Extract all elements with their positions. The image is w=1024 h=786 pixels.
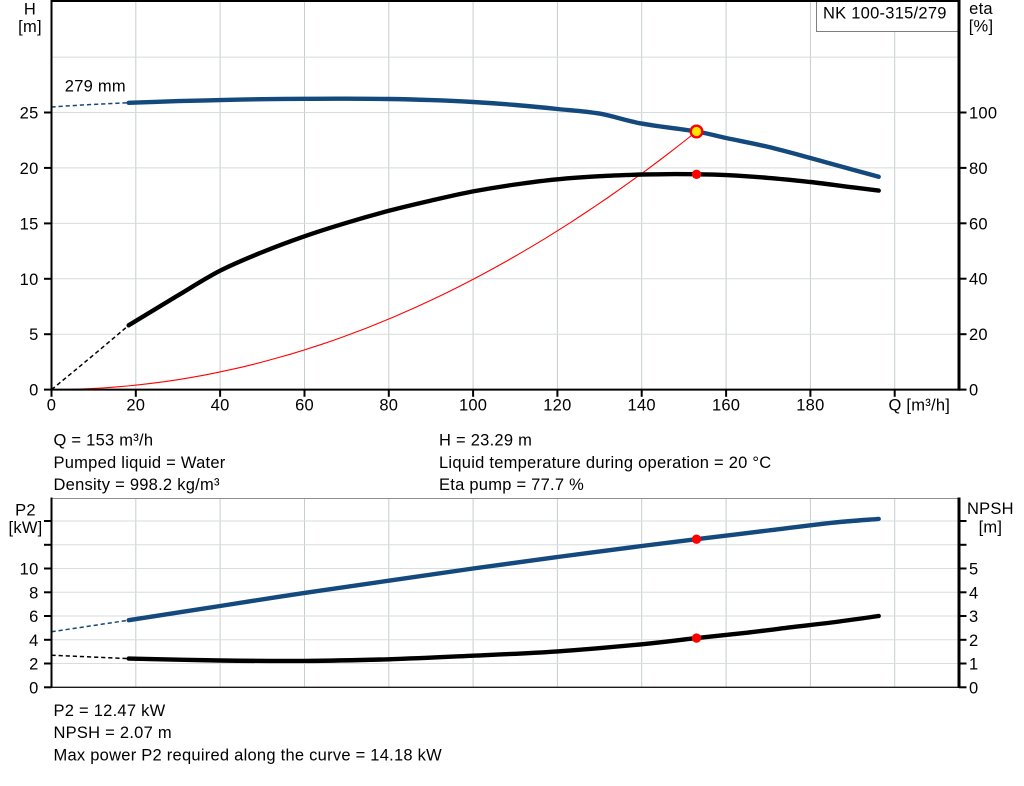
svg-text:[m]: [m] (18, 18, 42, 36)
svg-text:0: 0 (47, 396, 56, 414)
svg-text:[m]: [m] (979, 519, 1003, 537)
svg-text:80: 80 (379, 396, 398, 414)
svg-text:60: 60 (969, 215, 988, 233)
svg-text:H = 23.29 m: H = 23.29 m (439, 432, 532, 450)
svg-text:160: 160 (712, 396, 740, 414)
svg-text:2: 2 (29, 656, 38, 674)
svg-text:1: 1 (969, 656, 978, 674)
svg-text:10: 10 (20, 271, 39, 289)
svg-text:NPSH = 2.07 m: NPSH = 2.07 m (54, 724, 172, 742)
svg-text:P2: P2 (15, 501, 36, 519)
svg-text:Density = 998.2 kg/m³: Density = 998.2 kg/m³ (54, 476, 220, 494)
svg-text:8: 8 (29, 584, 38, 602)
svg-text:3: 3 (969, 608, 978, 626)
svg-text:Q [m³/h]: Q [m³/h] (889, 396, 951, 414)
svg-text:Eta pump = 77.7 %: Eta pump = 77.7 % (439, 476, 584, 494)
svg-text:5: 5 (29, 326, 38, 344)
svg-text:10: 10 (20, 561, 39, 579)
svg-text:20: 20 (20, 160, 39, 178)
svg-text:100: 100 (969, 105, 997, 123)
svg-text:0: 0 (969, 382, 978, 400)
svg-text:180: 180 (796, 396, 824, 414)
svg-text:4: 4 (969, 584, 978, 602)
svg-text:NPSH: NPSH (967, 500, 1014, 518)
svg-text:P2 = 12.47 kW: P2 = 12.47 kW (54, 702, 166, 720)
svg-text:40: 40 (969, 271, 988, 289)
svg-text:40: 40 (211, 396, 230, 414)
svg-text:Liquid temperature during oper: Liquid temperature during operation = 20… (439, 454, 771, 472)
svg-text:0: 0 (29, 679, 38, 697)
svg-text:2: 2 (969, 632, 978, 650)
svg-text:[%]: [%] (969, 17, 994, 35)
svg-text:80: 80 (969, 160, 988, 178)
svg-text:15: 15 (20, 215, 39, 233)
svg-text:60: 60 (295, 396, 314, 414)
svg-text:20: 20 (126, 396, 145, 414)
svg-text:120: 120 (543, 396, 571, 414)
svg-text:140: 140 (628, 396, 656, 414)
svg-text:eta: eta (969, 0, 993, 18)
svg-text:[kW]: [kW] (9, 519, 43, 537)
svg-text:0: 0 (29, 382, 38, 400)
svg-text:4: 4 (29, 632, 38, 650)
svg-text:NK 100-315/279: NK 100-315/279 (823, 5, 947, 23)
svg-text:5: 5 (969, 561, 978, 579)
svg-text:6: 6 (29, 608, 38, 626)
svg-text:25: 25 (20, 105, 39, 123)
svg-text:Max power P2 required along th: Max power P2 required along the curve = … (54, 746, 443, 764)
svg-text:H: H (24, 0, 36, 18)
svg-text:Pumped liquid = Water: Pumped liquid = Water (54, 454, 226, 472)
svg-text:279 mm: 279 mm (65, 78, 126, 96)
svg-text:20: 20 (969, 326, 988, 344)
svg-text:100: 100 (459, 396, 487, 414)
svg-text:0: 0 (969, 679, 978, 697)
svg-text:Q = 153 m³/h: Q = 153 m³/h (54, 432, 154, 450)
